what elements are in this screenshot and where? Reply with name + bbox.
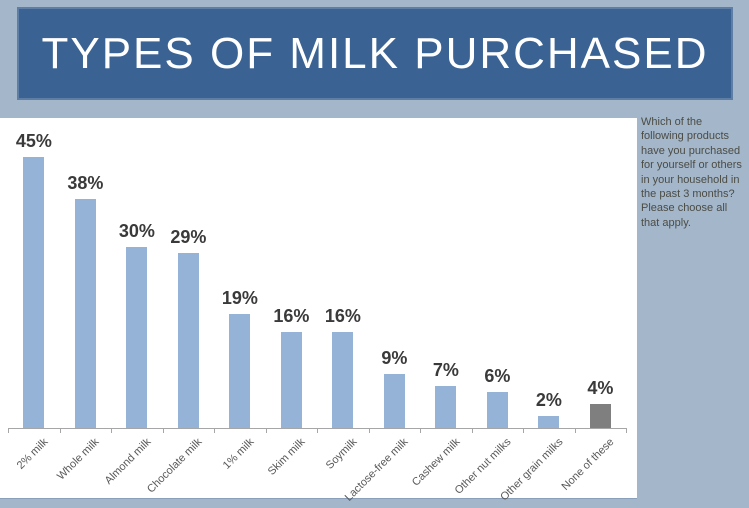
category-label: Cashew milk [409, 436, 463, 489]
bar [126, 247, 148, 428]
bar-value-label: 6% [484, 366, 511, 386]
axis-tick [471, 428, 473, 433]
bar-value-label: 4% [587, 378, 614, 398]
bar-value-label: 30% [118, 221, 155, 241]
axis-tick [214, 428, 216, 433]
category-label: Chocolate milk [145, 436, 205, 496]
axis-tick [265, 428, 267, 433]
bar [332, 332, 354, 428]
bar-value-label: 9% [381, 348, 408, 368]
axis-tick [626, 428, 628, 433]
category-label: Whole milk [55, 436, 102, 483]
bar-value-label: 45% [15, 131, 52, 151]
axis-tick [420, 428, 422, 433]
category-label: 2% milk [14, 436, 51, 472]
plot-area: 45% 2% milk 38% Whole milk 30% Almond milk 29%… [0, 118, 637, 504]
category-label: Soymilk [323, 436, 360, 472]
bar [538, 416, 560, 428]
bar-value-label: 29% [170, 227, 207, 247]
axis-tick [574, 428, 576, 433]
bar [74, 199, 96, 428]
axis-tick [111, 428, 113, 433]
axis-tick [162, 428, 164, 433]
title-banner: TYPES OF MILK PURCHASED [17, 7, 733, 100]
category-label: Skim milk [266, 436, 308, 478]
bar-value-label: 16% [273, 306, 310, 326]
category-label: None of these [559, 436, 617, 493]
axis-tick [368, 428, 370, 433]
survey-question-note: Which of the following products have you… [641, 116, 742, 229]
axis-tick [8, 428, 10, 433]
bar [280, 332, 302, 428]
bar [383, 374, 405, 428]
bar [589, 404, 611, 428]
bar-value-label: 16% [324, 306, 361, 326]
axis-tick [523, 428, 525, 433]
page-title: TYPES OF MILK PURCHASED [41, 28, 709, 78]
bar-value-label: 19% [221, 288, 258, 308]
bar [177, 253, 199, 428]
category-label: Almond milk [102, 436, 154, 487]
bar [486, 392, 508, 428]
bar-value-label: 38% [67, 173, 104, 193]
chart-panel: 45% 2% milk 38% Whole milk 30% Almond milk 29%… [0, 118, 637, 504]
axis-tick [317, 428, 319, 433]
bar [229, 314, 251, 428]
category-label: 1% milk [220, 436, 257, 472]
bar-value-label: 7% [432, 360, 459, 380]
bar [435, 386, 457, 428]
bar [23, 157, 45, 428]
bar-value-label: 2% [535, 390, 562, 410]
axis-tick [59, 428, 61, 433]
